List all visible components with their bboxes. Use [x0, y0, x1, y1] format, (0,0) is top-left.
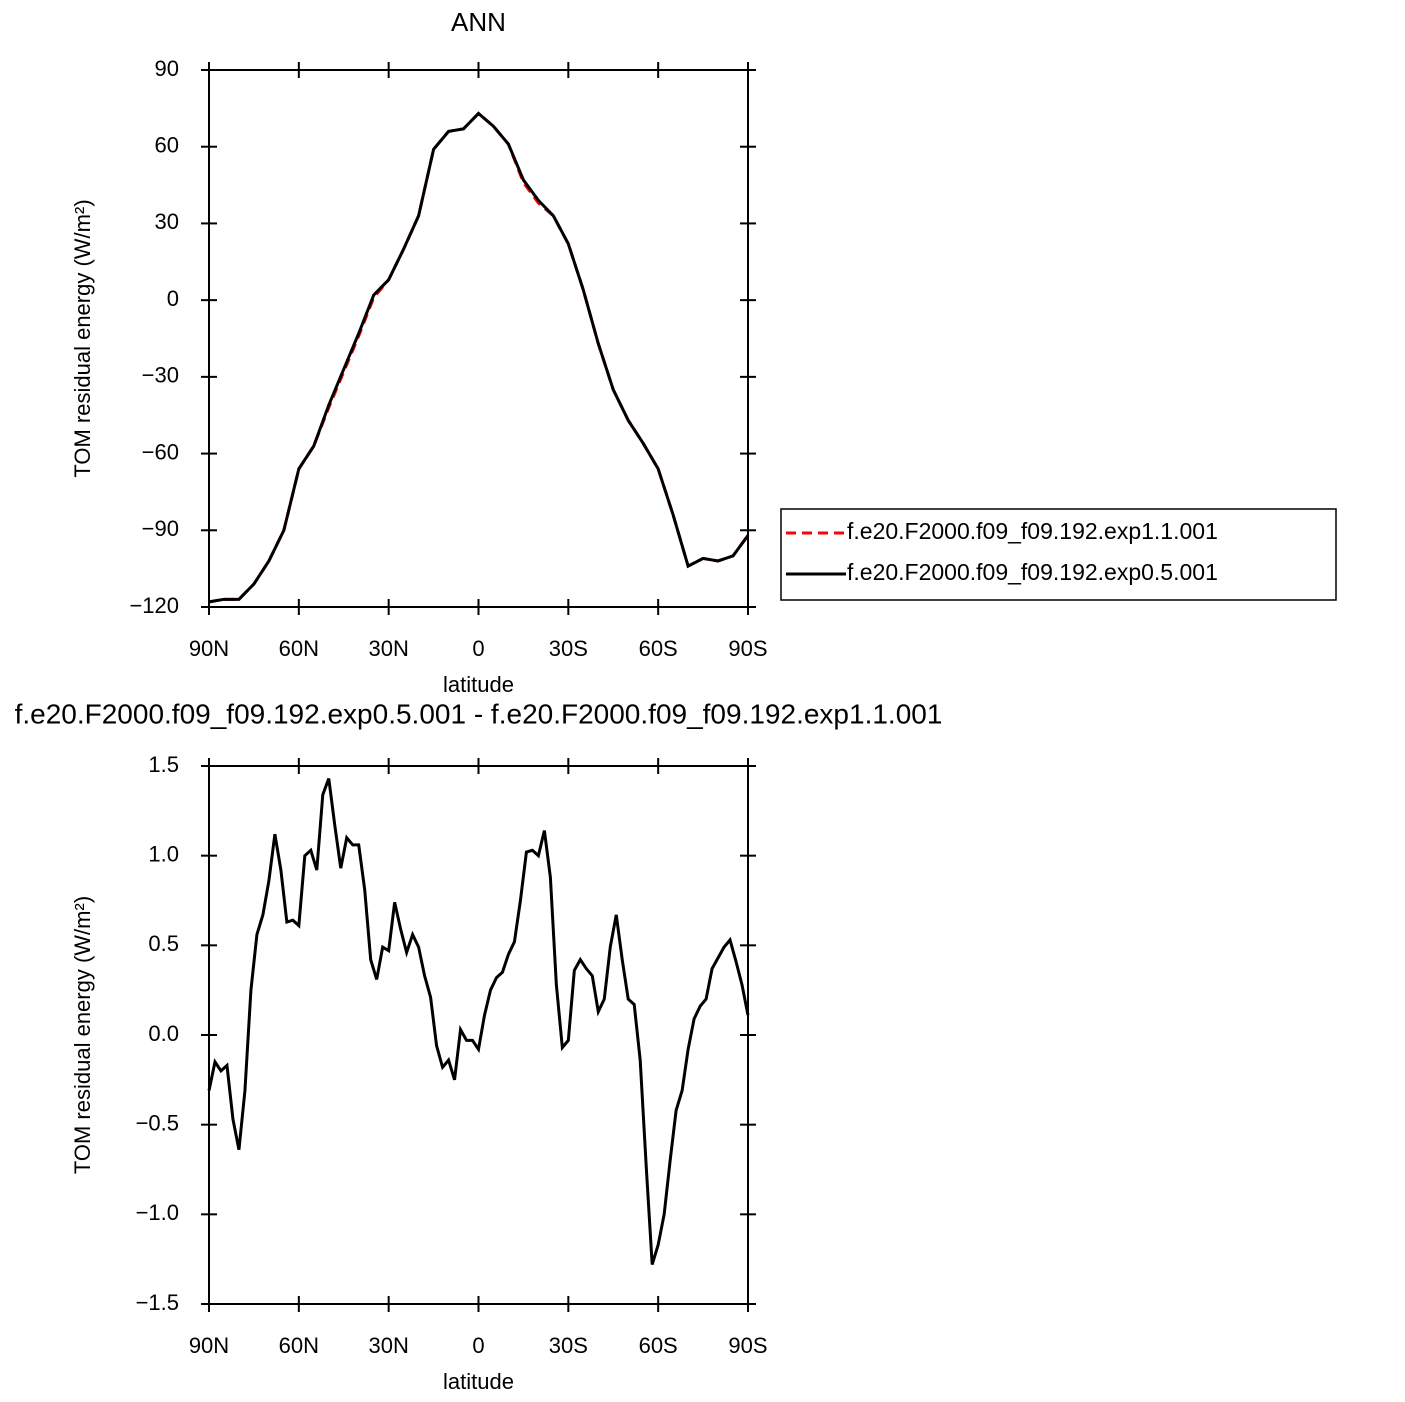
y-tick-label: −120 [129, 593, 179, 618]
plot-frame [208, 69, 749, 608]
y-tick-label: −0.5 [136, 1110, 179, 1135]
series-line [208, 111, 750, 604]
x-tick-label: 30S [549, 1333, 588, 1358]
y-tick-label: −30 [142, 363, 179, 388]
legend-label: f.e20.F2000.f09_f09.192.exp1.1.001 [847, 518, 1218, 544]
x-tick-label: 60N [279, 1333, 319, 1358]
y-tick-label: 60 [155, 133, 179, 158]
x-tick-label: 90S [728, 636, 767, 661]
x-tick-label: 30N [368, 636, 408, 661]
y-tick-label: 30 [155, 209, 179, 234]
y-tick-label: 0.0 [148, 1021, 179, 1046]
y-tick-label: 1.5 [148, 752, 179, 777]
series-line [208, 111, 750, 604]
x-tick-label: 30S [549, 636, 588, 661]
y-tick-label: −1.5 [136, 1290, 179, 1315]
y-axis-label: TOM residual energy (W/m²) [70, 896, 95, 1174]
x-tick-label: 60S [639, 1333, 678, 1358]
legend-label: f.e20.F2000.f09_f09.192.exp0.5.001 [847, 559, 1218, 585]
chart-title: ANN [451, 7, 506, 37]
y-tick-label: 0 [167, 286, 179, 311]
x-tick-label: 90N [189, 1333, 229, 1358]
y-tick-label: 90 [155, 56, 179, 81]
x-tick-label: 90N [189, 636, 229, 661]
x-axis-label: latitude [443, 1369, 514, 1394]
y-tick-label: −1.0 [136, 1200, 179, 1225]
x-tick-label: 60N [279, 636, 319, 661]
x-tick-label: 0 [472, 636, 484, 661]
y-tick-label: 1.0 [148, 841, 179, 866]
y-axis-label: TOM residual energy (W/m²) [70, 199, 95, 477]
series-line [207, 778, 750, 1265]
x-tick-label: 0 [472, 1333, 484, 1358]
y-tick-label: −90 [142, 516, 179, 541]
y-tick-label: 0.5 [148, 931, 179, 956]
x-tick-label: 60S [639, 636, 678, 661]
chart-title: f.e20.F2000.f09_f09.192.exp0.5.001 - f.e… [15, 698, 943, 729]
x-tick-label: 30N [368, 1333, 408, 1358]
x-axis-label: latitude [443, 672, 514, 697]
x-tick-label: 90S [728, 1333, 767, 1358]
legend-box [780, 508, 1337, 601]
y-tick-label: −60 [142, 439, 179, 464]
plot-frame [208, 765, 749, 1305]
